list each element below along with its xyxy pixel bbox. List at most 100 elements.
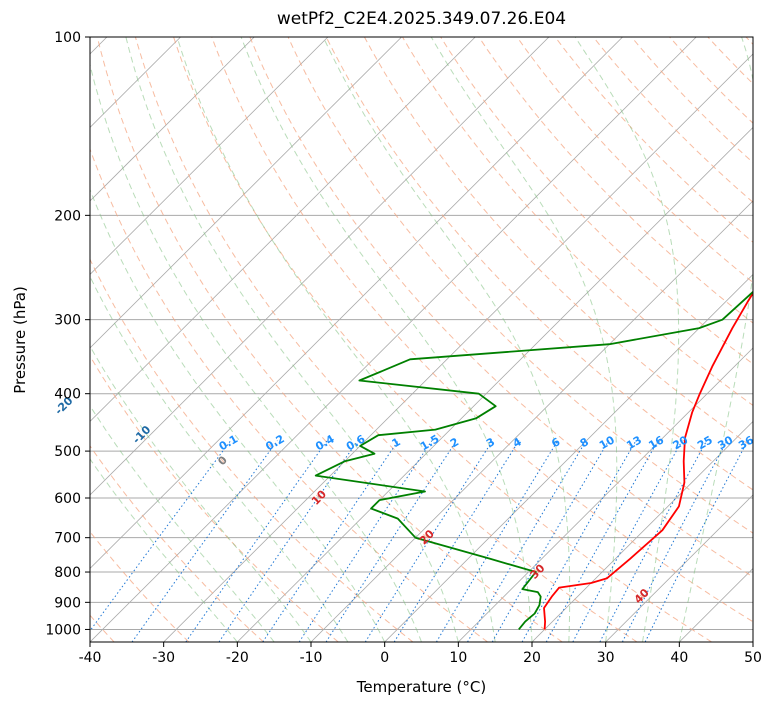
moist-adiabat-line: [322, 37, 571, 642]
mixing-ratio-label: 1: [390, 435, 403, 450]
mixing-ratio-label: 8: [578, 435, 591, 450]
y-tick-label: 600: [54, 491, 81, 507]
dry-adiabat-line: [90, 258, 414, 642]
mixing-ratio-line: [393, 440, 520, 642]
dry-adiabat-line: [554, 37, 753, 243]
dry-adiabat-label: 40: [632, 586, 652, 606]
isotherm-line: [90, 37, 697, 642]
dry-adiabat-label: 20: [417, 527, 437, 547]
moist-adiabat-line: [90, 62, 422, 642]
isotherm-line: [90, 37, 550, 496]
mixing-ratio-line: [218, 440, 359, 642]
moist-adiabat-line: [90, 275, 349, 642]
mixing-ratio-label: 0.1: [217, 432, 240, 453]
dewpoint-profile: [314, 290, 753, 630]
y-tick-label: 700: [54, 531, 81, 547]
mixing-ratio-line: [435, 440, 559, 642]
y-tick-label: 900: [54, 595, 81, 611]
y-tick-label: 1000: [45, 622, 81, 638]
mixing-ratio-label: 20: [671, 433, 691, 452]
isotherm-line: [90, 37, 255, 202]
dry-adiabat-line: [745, 37, 753, 45]
isotherm-line: [752, 641, 753, 642]
isotherm-line: [310, 200, 753, 642]
y-tick-label: 200: [54, 208, 81, 224]
dry-adiabat-line: [325, 37, 753, 491]
mixing-ratio-line: [572, 440, 683, 642]
background-lines: [90, 37, 753, 642]
mixing-ratio-line: [364, 440, 494, 642]
dry-adiabat-line: [669, 37, 753, 124]
moist-adiabat-line: [125, 37, 459, 642]
mixing-ratio-label: 16: [646, 433, 666, 452]
isotherm-line: [163, 53, 753, 642]
dry-adiabat-line: [211, 37, 753, 623]
mixing-ratio-label: 0.2: [263, 432, 286, 453]
dry-adiabat-line: [90, 445, 264, 642]
isotherm-line: [605, 494, 753, 642]
isotherm-line: [458, 347, 753, 642]
mixing-ratio-line: [298, 440, 433, 642]
mixing-ratio-line: [262, 440, 399, 642]
dry-adiabat-line: [592, 37, 753, 203]
moist-adiabat-line: [574, 37, 680, 642]
chart-title: wetPf2_C2E4.2025.349.07.26.E04: [276, 9, 567, 29]
temperature-profile: [543, 291, 753, 630]
mixing-ratio-label: 10: [597, 433, 617, 452]
moist-adiabat-line: [90, 345, 312, 642]
mixing-ratio-line: [644, 440, 749, 642]
mixing-ratio-line: [90, 440, 232, 632]
dry-adiabat-label: -10: [130, 423, 153, 446]
x-tick-label: 0: [380, 650, 389, 666]
moist-adiabat-line: [430, 37, 618, 642]
x-tick-label: -30: [152, 650, 175, 666]
dry-adiabat-line: [440, 37, 753, 365]
axes: -40 -30 -20 -10 0 10 20 30 40 5010009008007006005…: [45, 30, 762, 666]
x-tick-label: 10: [449, 650, 467, 666]
mixing-ratio-label: 13: [624, 433, 644, 452]
y-tick-label: 400: [54, 387, 81, 403]
mixing-ratio-line: [185, 440, 328, 642]
isotherm-line: [90, 37, 476, 423]
mixing-ratio-line: [325, 440, 458, 642]
moist-adiabat-line: [240, 37, 533, 642]
x-axis-label: Temperature (°C): [356, 678, 487, 696]
mixing-ratio-line: [131, 440, 278, 642]
y-tick-label: 300: [54, 313, 81, 329]
x-tick-label: 40: [670, 650, 688, 666]
plot-frame: [89, 36, 754, 643]
dry-adiabat-line: [516, 37, 753, 284]
mixing-ratio-label: 30: [716, 433, 736, 452]
mixing-ratio-label: 0.6: [344, 432, 368, 453]
x-tick-label: 30: [597, 650, 615, 666]
dry-adiabat-line: [249, 37, 753, 578]
dry-adiabat-line: [173, 37, 712, 642]
y-tick-label: 100: [54, 30, 81, 46]
mixing-ratio-line: [491, 440, 610, 642]
dry-adiabat-line: [707, 37, 753, 85]
x-tick-label: 20: [523, 650, 541, 666]
dry-adiabat-label: 0: [215, 453, 230, 468]
mixing-ratio-label: 25: [695, 433, 715, 452]
x-tick-label: 50: [744, 650, 762, 666]
dry-adiabat-line: [90, 355, 339, 642]
y-axis-label: Pressure (hPa): [11, 286, 29, 394]
profile-lines: [314, 290, 753, 630]
mixing-ratio-label: 0.4: [313, 432, 337, 453]
moist-adiabat-line: [90, 458, 238, 642]
moist-adiabat-line: [90, 404, 275, 642]
isotherm-line: [384, 273, 753, 642]
moist-adiabat-line: [678, 37, 753, 642]
x-tick-label: -10: [300, 650, 323, 666]
isotherm-line: [531, 420, 753, 642]
mixing-ratio-line: [545, 440, 659, 642]
dry-adiabat-line: [90, 147, 488, 642]
mixing-ratio-label: 3: [484, 435, 497, 450]
dry-adiabat-line: [96, 37, 563, 642]
mixing-ratio-label: 2: [448, 435, 461, 450]
dry-adiabat-line: [478, 37, 753, 324]
moist-adiabat-line: [90, 188, 386, 642]
x-tick-label: -40: [79, 650, 102, 666]
mixing-ratio-line: [599, 440, 708, 642]
